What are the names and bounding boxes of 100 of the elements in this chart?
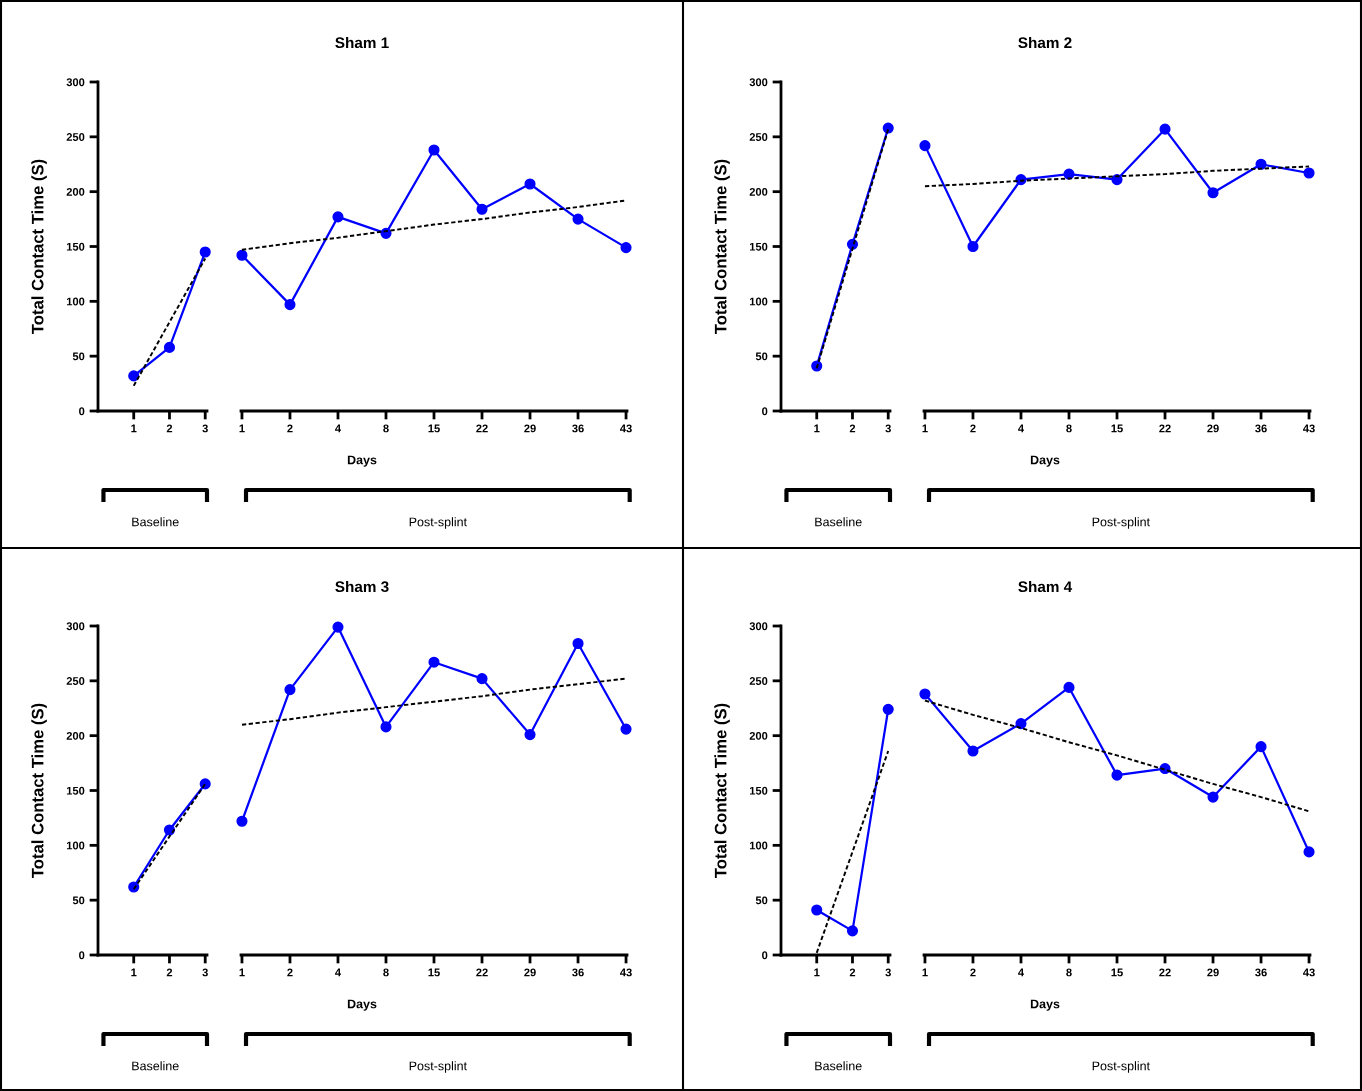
x-axis-title: Days (347, 455, 377, 467)
chart-title: Sham 3 (335, 580, 389, 593)
text: Post-splint (409, 1061, 467, 1073)
x-tick-label: 29 (1207, 424, 1219, 433)
x-axis-title: Days (1030, 999, 1060, 1011)
y-tick-label: 100 (749, 297, 768, 306)
x-tick-label: 8 (383, 968, 389, 977)
x-tick-label: 8 (1066, 968, 1072, 977)
x-tick-label: 29 (1207, 968, 1219, 977)
x-axis-title: Days (1030, 455, 1060, 467)
point (284, 684, 296, 696)
text: Baseline (132, 517, 179, 527)
x-tick-label: 3 (202, 968, 208, 977)
chart-title: Sham 2 (1018, 36, 1072, 49)
y-tick-label: 200 (749, 187, 768, 196)
y-tick-label: 100 (66, 841, 85, 850)
x-tick-label: 29 (524, 424, 536, 433)
y-tick-label: 300 (749, 78, 768, 87)
point (236, 249, 248, 261)
point (284, 299, 296, 311)
point (846, 925, 859, 937)
x-tick-label: 15 (428, 968, 440, 977)
x-tick-label: 36 (572, 424, 584, 433)
point (476, 673, 488, 685)
point (882, 703, 894, 715)
x-tick-label: 1 (814, 424, 820, 433)
point (163, 824, 176, 836)
x-tick-label: 36 (572, 968, 584, 977)
text: Post-splint (409, 517, 467, 529)
y-axis-title: Total Contact Time (S) (31, 703, 47, 878)
point (1159, 123, 1171, 135)
x-tick-label: 36 (1255, 968, 1267, 977)
point (476, 203, 488, 215)
point (163, 341, 176, 353)
x-tick-label: 36 (1255, 424, 1267, 433)
point (572, 213, 584, 225)
x-tick-label: 2 (849, 968, 856, 977)
point (1063, 681, 1075, 693)
y-tick-label: 0 (762, 407, 768, 416)
y-tick-label: 50 (72, 352, 85, 361)
y-tick-label: 50 (755, 352, 768, 361)
point (811, 904, 823, 916)
point (1015, 718, 1027, 730)
x-tick-label: 3 (202, 424, 208, 433)
x-tick-label: 2 (287, 968, 293, 977)
x-tick-label: 43 (620, 424, 632, 433)
y-tick-label: 0 (79, 951, 85, 960)
x-tick-label: 1 (239, 968, 245, 977)
point (524, 178, 536, 190)
x-tick-label: 22 (1159, 424, 1171, 433)
x-tick-label: 43 (1303, 424, 1315, 433)
point (380, 227, 392, 239)
point (1255, 741, 1267, 753)
x-tick-label: 2 (970, 424, 976, 433)
x-tick-label: 15 (1111, 424, 1123, 433)
point (1111, 769, 1123, 781)
x-tick-label: 3 (885, 424, 891, 433)
chart-title: Sham 4 (1018, 580, 1073, 593)
y-tick-label: 50 (755, 896, 768, 905)
y-tick-label: 300 (66, 622, 85, 631)
point (380, 721, 392, 733)
x-tick-label: 22 (476, 424, 488, 433)
y-tick-label: 0 (79, 407, 85, 416)
x-tick-label: 15 (428, 424, 440, 433)
x-tick-label: 4 (335, 424, 342, 433)
x-tick-label: 2 (166, 424, 173, 433)
y-tick-label: 150 (749, 786, 768, 795)
point (919, 140, 931, 152)
y-tick-label: 0 (762, 951, 768, 960)
y-tick-label: 250 (66, 677, 85, 685)
point (967, 745, 979, 757)
x-tick-label: 4 (335, 968, 342, 977)
text: Baseline (132, 1061, 179, 1071)
point (1207, 791, 1219, 803)
y-tick-label: 250 (749, 133, 768, 141)
x-tick-label: 1 (239, 424, 245, 433)
y-tick-label: 150 (66, 786, 85, 795)
y-tick-label: 150 (66, 242, 85, 251)
y-tick-label: 100 (749, 841, 768, 850)
point (620, 723, 632, 735)
chart-title: Sham 1 (335, 36, 389, 49)
x-tick-label: 1 (131, 424, 137, 433)
point (428, 656, 440, 668)
x-tick-label: 2 (970, 968, 976, 977)
x-tick-label: 4 (1018, 424, 1025, 433)
x-tick-label: 1 (814, 968, 820, 977)
x-tick-label: 4 (1018, 968, 1025, 977)
point (919, 688, 931, 700)
y-tick-label: 150 (749, 242, 768, 251)
point (199, 246, 211, 258)
text: Post-splint (1092, 517, 1150, 529)
point (332, 211, 344, 223)
y-tick-label: 300 (66, 78, 85, 87)
point (1303, 167, 1315, 179)
x-tick-label: 1 (131, 968, 137, 977)
y-tick-label: 200 (66, 187, 85, 196)
x-tick-label: 22 (476, 968, 488, 977)
y-tick-label: 300 (749, 622, 768, 631)
x-tick-label: 1 (922, 424, 928, 433)
point (572, 637, 584, 650)
